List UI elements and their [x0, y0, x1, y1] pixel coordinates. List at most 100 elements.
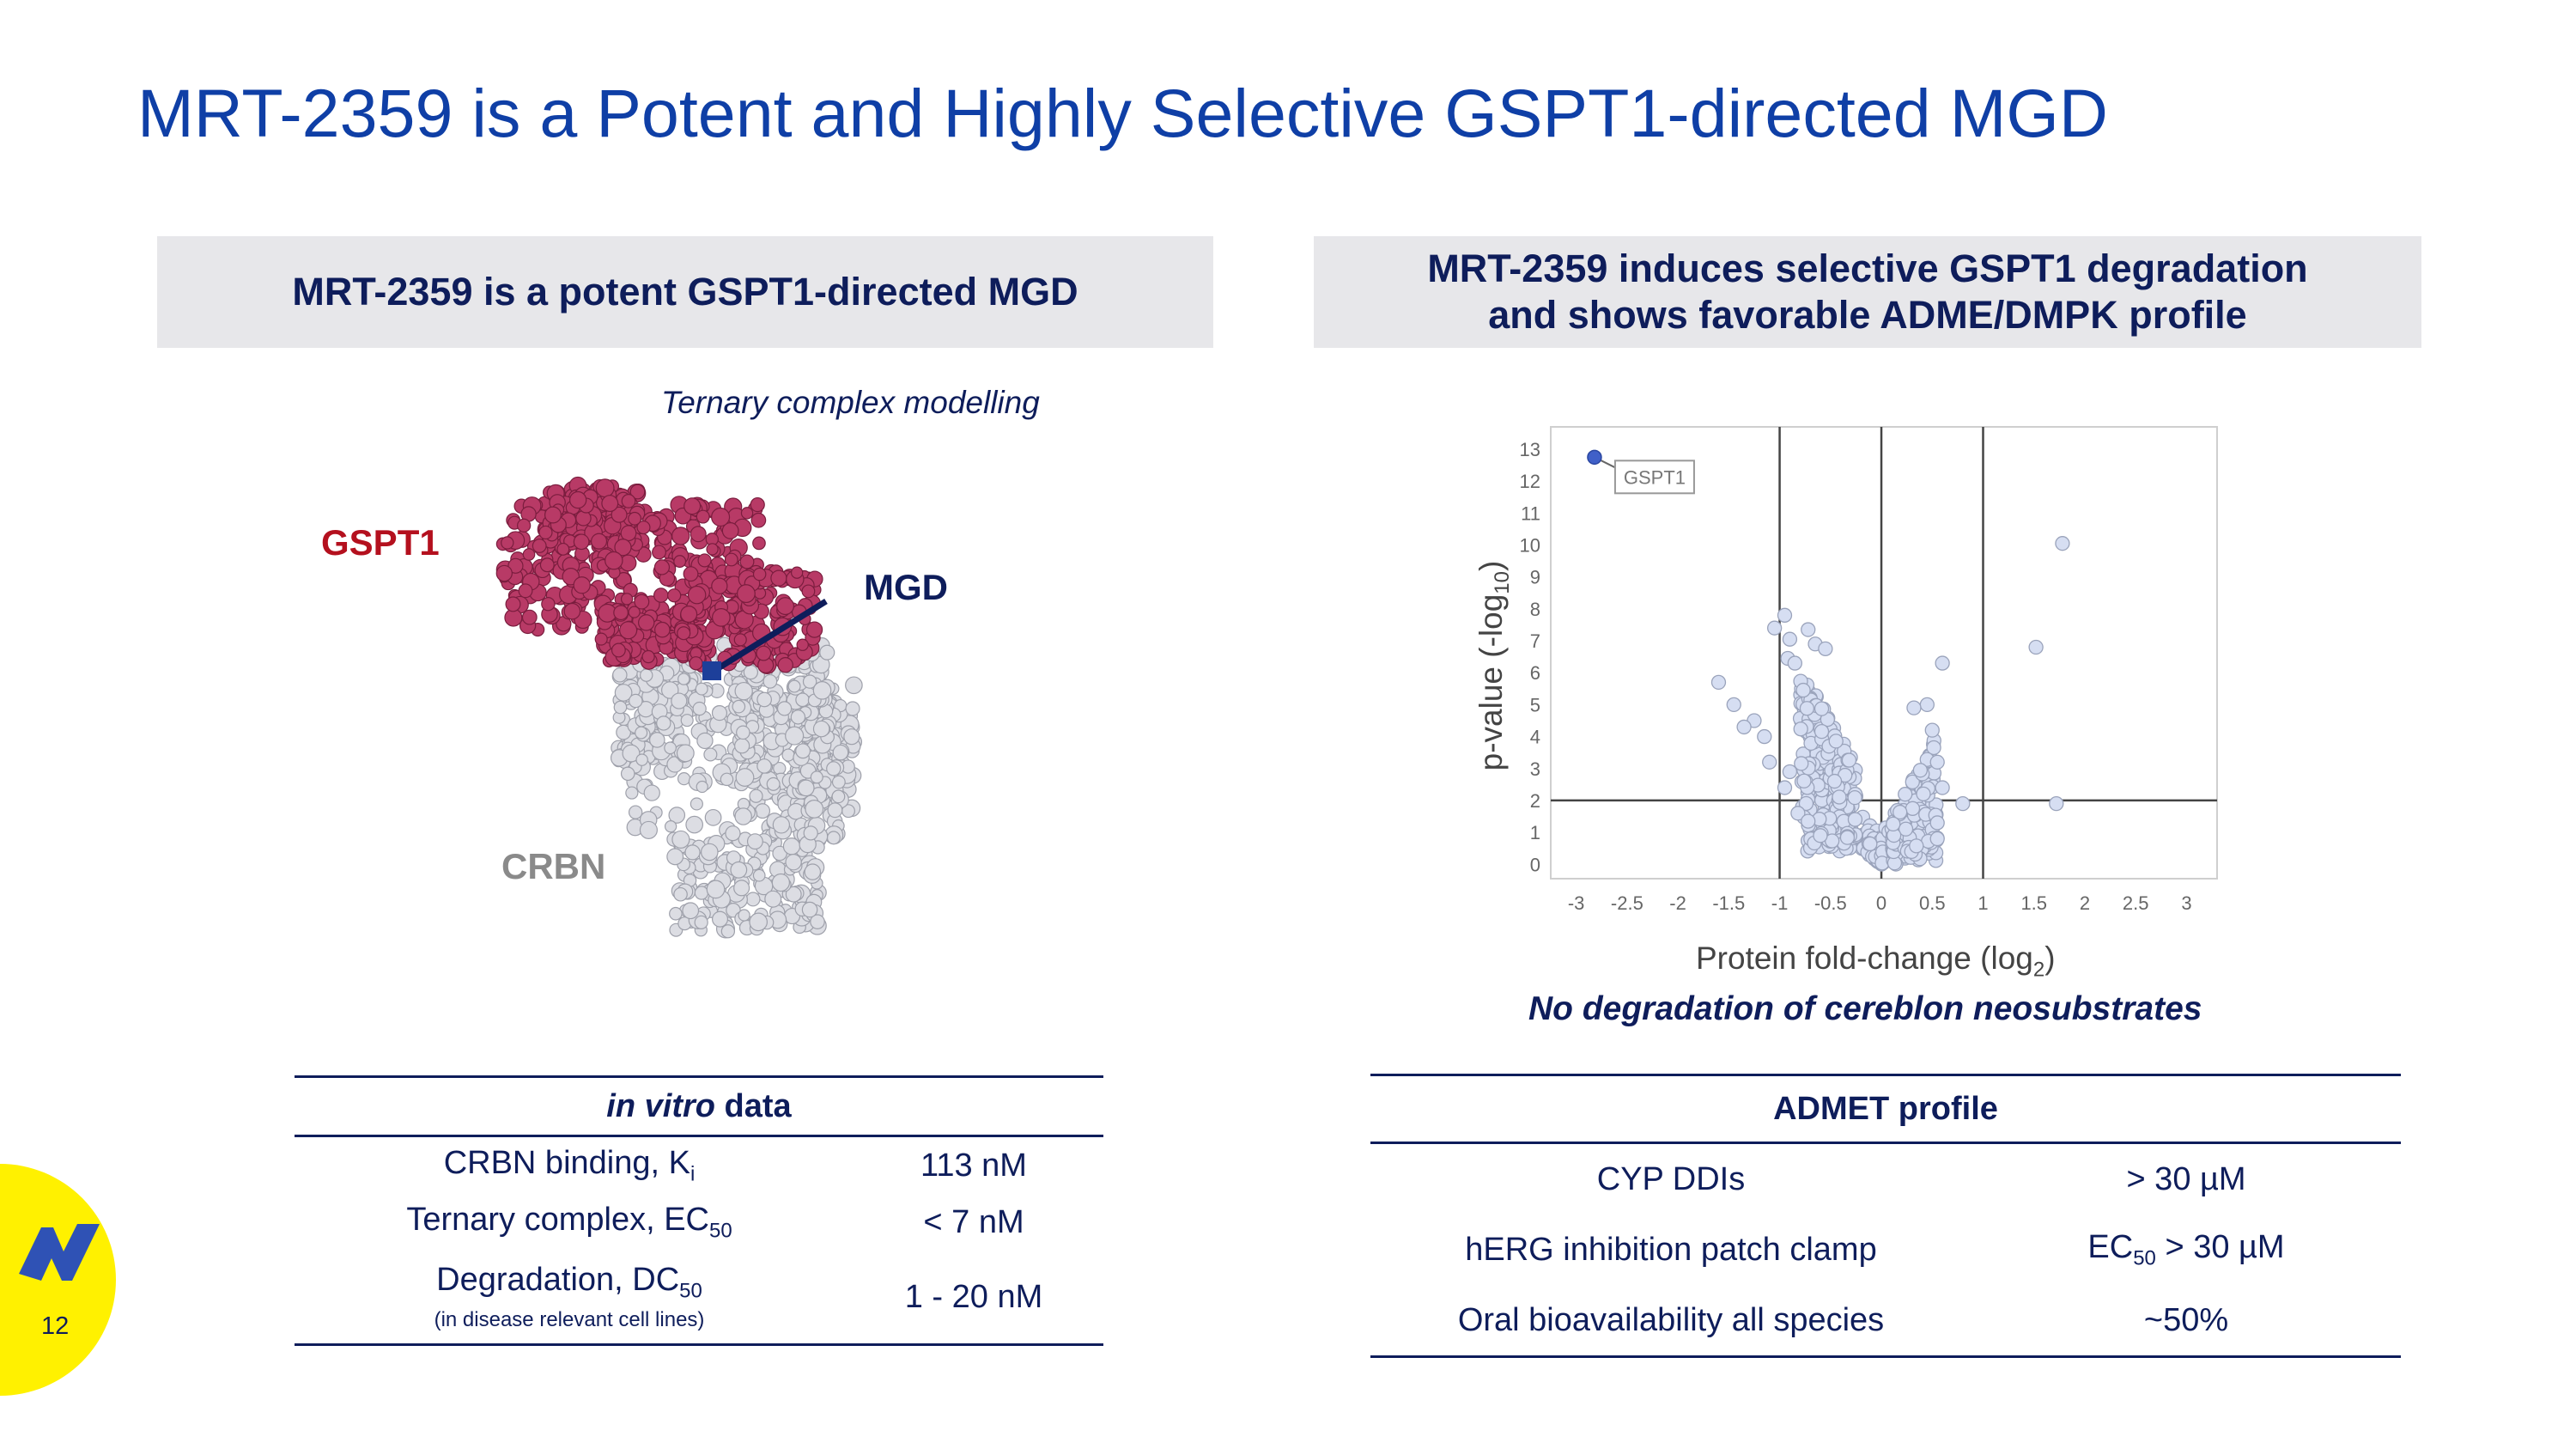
atom: [611, 642, 626, 658]
x-tick-label: -2: [1669, 892, 1686, 914]
atom: [556, 542, 570, 556]
data-point: [1905, 774, 1920, 790]
atom: [619, 621, 638, 640]
atom: [664, 741, 677, 755]
mgd-molecule-marker: [702, 661, 721, 680]
atom: [690, 526, 707, 543]
data-point: [2049, 795, 2064, 812]
atom: [639, 820, 658, 839]
y-tick-label: 6: [1530, 662, 1540, 684]
atom: [750, 512, 767, 528]
atom: [752, 567, 767, 581]
atom: [736, 725, 750, 740]
atom: [573, 533, 590, 551]
atom: [756, 645, 772, 661]
atom: [724, 552, 738, 567]
atom: [745, 892, 761, 907]
no-degradation-note: No degradation of cereblon neosubstrates: [1528, 990, 2202, 1027]
atom: [539, 557, 555, 573]
atom: [696, 509, 710, 524]
data-point: [1782, 764, 1798, 780]
atom: [812, 681, 832, 700]
y-tick-label: 2: [1530, 790, 1540, 812]
y-tick-label: 8: [1530, 599, 1540, 620]
degradation-value: 1 - 20 nM: [904, 1278, 1043, 1315]
y-tick-label: 11: [1521, 502, 1540, 524]
data-point: [1929, 754, 1945, 770]
atom: [683, 497, 702, 515]
atom: [755, 803, 771, 819]
atom: [787, 679, 801, 693]
atom: [826, 761, 841, 776]
data-point: [1794, 756, 1809, 771]
data-point: [1762, 754, 1777, 770]
left-panel-header: MRT-2359 is a potent GSPT1-directed MGD: [157, 236, 1213, 348]
atom: [641, 649, 655, 664]
atom: [544, 506, 562, 524]
atom: [628, 606, 641, 618]
atom: [517, 518, 532, 533]
x-tick-label: 3: [2181, 892, 2191, 914]
y-tick-label: 12: [1520, 471, 1540, 492]
y-tick-label: 9: [1530, 567, 1540, 588]
atom: [601, 495, 619, 513]
atom: [790, 566, 804, 579]
admet-profile-table: ADMET profile CYP DDIs > 30 µM hERG inhi…: [1370, 1074, 2401, 1358]
admet-header: ADMET profile: [1370, 1075, 2401, 1144]
atom: [734, 681, 753, 701]
atom: [802, 674, 817, 689]
company-logo-icon: [19, 1224, 100, 1281]
atom: [620, 593, 634, 606]
atom: [613, 605, 629, 621]
atom: [733, 633, 747, 647]
y-tick-label: 4: [1530, 727, 1540, 748]
atom: [643, 784, 660, 801]
atom: [810, 770, 823, 784]
atom: [736, 584, 756, 604]
atom: [749, 912, 769, 932]
data-point: [1926, 740, 1941, 756]
atom: [629, 693, 643, 709]
atom: [668, 807, 686, 824]
data-point: [1886, 816, 1901, 832]
atom: [712, 910, 729, 928]
slide-title: MRT-2359 is a Potent and Highly Selectiv…: [137, 75, 2108, 151]
y-tick-label: 1: [1530, 822, 1540, 843]
atom: [568, 490, 587, 509]
data-point: [1935, 780, 1950, 795]
left-panel-header-text: MRT-2359 is a potent GSPT1-directed MGD: [292, 270, 1078, 314]
oral-bioavailability-value: ~50%: [2143, 1301, 2229, 1338]
data-point: [1929, 815, 1945, 831]
atom: [636, 521, 651, 535]
atom: [732, 699, 746, 714]
atom: [680, 605, 698, 624]
atom: [612, 667, 628, 683]
cyp-ddis-value: > 30 µM: [2126, 1160, 2246, 1197]
atom: [766, 776, 781, 791]
data-point: [1919, 697, 1935, 713]
atom: [703, 747, 718, 762]
data-point: [1813, 828, 1828, 843]
atom: [671, 527, 690, 545]
data-point: [1795, 682, 1811, 698]
atom: [764, 890, 782, 908]
atom: [669, 906, 683, 921]
atom: [635, 753, 648, 766]
atom: [706, 543, 719, 556]
data-point: [1898, 787, 1913, 802]
atom: [697, 553, 712, 568]
atom: [740, 507, 754, 520]
atom: [720, 924, 736, 939]
gspt1-annotation-box: [1613, 460, 1695, 495]
atom: [687, 585, 707, 605]
atom: [521, 609, 538, 625]
data-point: [2028, 639, 2044, 655]
atom: [664, 819, 677, 833]
plot-frame: [1550, 426, 2218, 880]
data-point: [1839, 830, 1856, 845]
atom: [812, 720, 830, 738]
atom: [831, 789, 846, 804]
atom: [733, 880, 750, 897]
atom: [785, 886, 802, 903]
y-tick-label: 3: [1530, 758, 1540, 780]
